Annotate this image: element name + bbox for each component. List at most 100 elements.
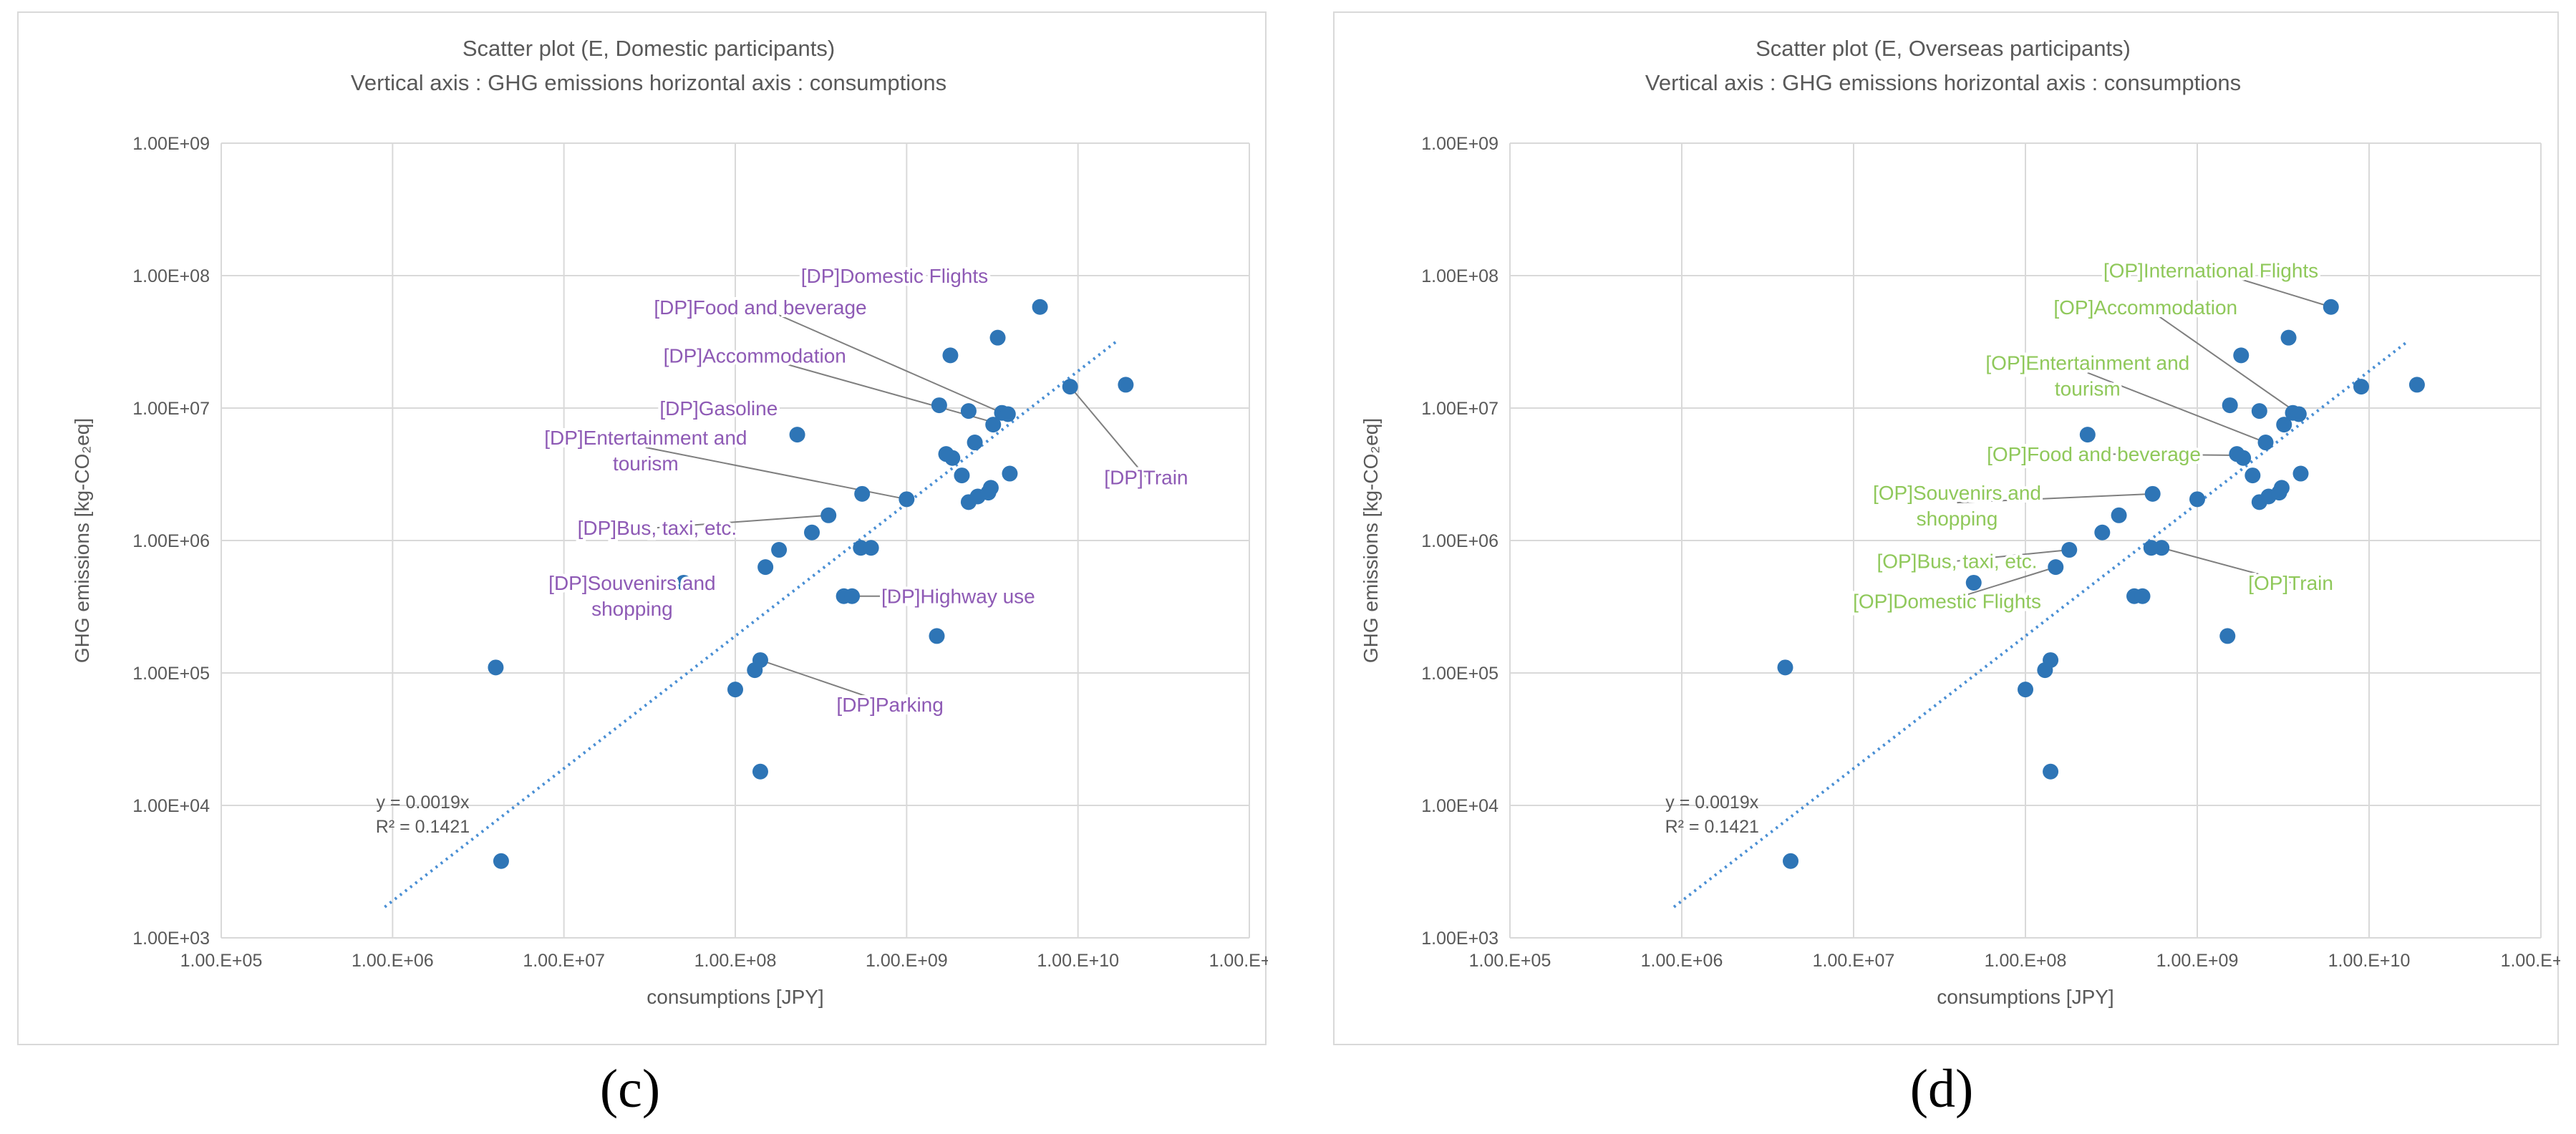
overseas-data-point <box>2094 524 2111 541</box>
domestic-y-tick-label: 1.00E+03 <box>132 929 210 949</box>
overseas-x-tick-label: 1.00.E+11 <box>2501 951 2560 971</box>
domestic-annotation-label: [DP]Gasoline <box>659 397 778 420</box>
overseas-data-point <box>2280 329 2297 346</box>
domestic-data-point <box>982 480 999 496</box>
overseas-x-tick-label: 1.00.E+05 <box>1469 951 1551 971</box>
domestic-x-tick-label: 1.00.E+11 <box>1209 951 1268 971</box>
domestic-y-tick-label: 1.00E+05 <box>132 664 210 684</box>
overseas-data-point <box>2134 588 2151 604</box>
domestic-annotation-label: tourism <box>613 452 679 475</box>
overseas-annotation-label: [OP]Domestic Flights <box>1853 590 2041 612</box>
domestic-data-point <box>1032 299 1048 315</box>
domestic-y-tick-label: 1.00E+07 <box>132 399 210 419</box>
domestic-annotation-leader <box>755 354 989 422</box>
overseas-data-point <box>2323 299 2339 315</box>
overseas-data-point <box>2290 406 2307 422</box>
domestic-x-tick-label: 1.00.E+05 <box>180 951 263 971</box>
domestic-chart-title: Scatter plot (E, Domestic participants) <box>463 36 835 61</box>
overseas-data-point <box>2079 427 2096 443</box>
overseas-data-point <box>1777 659 1793 676</box>
caption-c: (c) <box>599 1059 661 1119</box>
domestic-annotation-label: [DP]Souvenirs and <box>548 572 715 594</box>
domestic-data-point <box>1118 377 1134 393</box>
overseas-data-point <box>2276 417 2292 433</box>
domestic-x-axis-label: consumptions [JPY] <box>647 986 823 1008</box>
domestic-annotation-label: [DP]Domestic Flights <box>801 265 988 287</box>
overseas-annotation-leader <box>2161 547 2291 583</box>
domestic-trend-r2: R² = 0.1421 <box>376 817 470 837</box>
domestic-chart-subtitle: Vertical axis : GHG emissions horizontal… <box>351 70 946 95</box>
domestic-annotation-label: shopping <box>591 598 673 620</box>
overseas-y-tick-label: 1.00E+03 <box>1421 929 1498 949</box>
overseas-data-point <box>2408 377 2425 393</box>
scatter-chart-overseas: Scatter plot (E, Overseas participants) V… <box>1360 36 2560 1008</box>
overseas-annotation-label: [OP]International Flights <box>2103 259 2318 281</box>
domestic-data-point <box>967 435 983 451</box>
domestic-data-point <box>999 406 1016 422</box>
overseas-chart-title: Scatter plot (E, Overseas participants) <box>1756 36 2131 61</box>
domestic-data-point <box>820 507 837 523</box>
domestic-data-point <box>1002 465 1018 482</box>
overseas-trend-equation: y = 0.0019x <box>1665 793 1758 813</box>
domestic-data-point <box>929 628 945 644</box>
domestic-data-point <box>752 652 768 669</box>
domestic-trendline <box>384 339 1119 908</box>
scatter-panel-domestic: Scatter plot (E, Domestic participants) V… <box>17 11 1268 1045</box>
overseas-annotation-leader <box>1957 549 2070 562</box>
overseas-annotation-leader <box>1957 493 2153 504</box>
overseas-annotation-label: [OP]Souvenirs and <box>1873 482 2041 504</box>
domestic-y-tick-label: 1.00E+04 <box>132 796 210 816</box>
overseas-y-tick-label: 1.00E+04 <box>1421 796 1498 816</box>
overseas-data-point <box>2043 763 2059 780</box>
domestic-data-point <box>942 347 959 364</box>
domestic-annotation-label: [DP]Entertainment and <box>544 427 747 449</box>
domestic-y-axis-label: GHG emissions [kg-CO₂eq] <box>71 418 93 663</box>
overseas-data-point <box>2018 682 2033 698</box>
domestic-data-point <box>727 682 743 698</box>
domestic-y-tick-label: 1.00E+06 <box>132 531 210 551</box>
domestic-annotation-label: [DP]Bus, taxi, etc. <box>578 517 737 539</box>
domestic-data-point <box>985 417 1002 433</box>
domestic-data-point <box>804 524 820 541</box>
overseas-x-tick-label: 1.00.E+08 <box>1985 951 2067 971</box>
domestic-data-point <box>844 588 861 604</box>
domestic-data-point <box>757 559 774 576</box>
overseas-x-axis-label: consumptions [JPY] <box>1937 986 2113 1008</box>
domestic-data-point <box>899 491 915 508</box>
overseas-annotation-leader <box>2145 306 2300 415</box>
overseas-annotation-label: tourism <box>2055 378 2121 400</box>
overseas-data-point <box>2251 403 2267 420</box>
overseas-data-point <box>2273 480 2290 496</box>
overseas-y-tick-label: 1.00E+05 <box>1421 664 1498 684</box>
domestic-y-tick-label: 1.00E+08 <box>132 266 210 286</box>
domestic-annotation-label: [DP]Train <box>1104 467 1188 489</box>
overseas-annotation-label: [OP]Train <box>2248 572 2333 594</box>
domestic-annotation-label: [DP]Parking <box>836 694 943 716</box>
overseas-annotation-label: [OP]Entertainment and <box>1985 352 2189 374</box>
overseas-x-tick-label: 1.00.E+07 <box>1813 951 1895 971</box>
overseas-x-tick-label: 1.00.E+06 <box>1641 951 1723 971</box>
overseas-data-point <box>1965 574 1982 591</box>
domestic-trend-equation: y = 0.0019x <box>376 793 469 813</box>
overseas-data-point <box>2061 542 2078 558</box>
overseas-data-point <box>2222 397 2238 414</box>
overseas-data-point <box>2233 347 2250 364</box>
domestic-data-point <box>931 397 947 414</box>
overseas-data-point <box>2048 559 2064 576</box>
overseas-chart-subtitle: Vertical axis : GHG emissions horizontal… <box>1645 70 2241 95</box>
overseas-data-point <box>2292 465 2309 482</box>
domestic-annotation-label: [DP]Accommodation <box>664 344 846 367</box>
overseas-x-tick-label: 1.00.E+09 <box>2156 951 2239 971</box>
domestic-y-tick-label: 1.00E+09 <box>132 134 210 154</box>
domestic-data-point <box>1062 379 1078 395</box>
domestic-x-tick-label: 1.00.E+10 <box>1037 951 1119 971</box>
overseas-data-point <box>2043 652 2059 669</box>
overseas-y-tick-label: 1.00E+07 <box>1421 399 1498 419</box>
domestic-data-point <box>944 450 961 466</box>
domestic-annotation-leader <box>760 306 1002 414</box>
overseas-annotation-leader <box>2087 372 2266 443</box>
overseas-x-tick-label: 1.00.E+10 <box>2328 951 2411 971</box>
domestic-annotation-label: [DP]Highway use <box>881 586 1035 608</box>
overseas-y-axis-label: GHG emissions [kg-CO₂eq] <box>1360 418 1382 663</box>
overseas-data-point <box>2154 540 2170 556</box>
